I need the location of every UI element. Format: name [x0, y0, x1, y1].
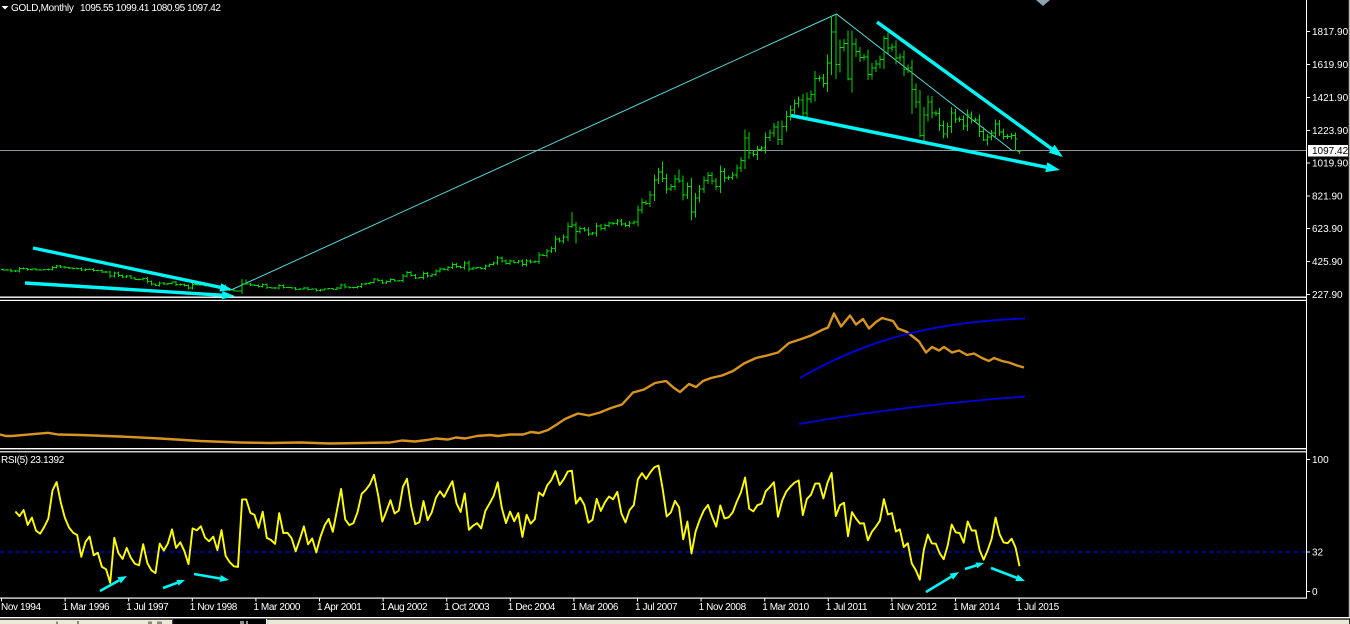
svg-text:1817.90: 1817.90	[1312, 27, 1349, 38]
svg-text:0: 0	[1312, 587, 1318, 598]
svg-text:1095.55 1099.41 1080.95 1097.4: 1095.55 1099.41 1080.95 1097.42	[80, 3, 221, 14]
svg-text:1421.90: 1421.90	[1312, 93, 1349, 104]
svg-text:1 Nov 2012: 1 Nov 2012	[889, 602, 937, 613]
svg-text:1 Mar 2014: 1 Mar 2014	[953, 602, 1000, 613]
svg-text:1 Jul 2011: 1 Jul 2011	[826, 602, 868, 613]
svg-text:1 Jul 2007: 1 Jul 2007	[635, 602, 678, 613]
svg-text:1 Apr 2001: 1 Apr 2001	[317, 602, 362, 613]
svg-text:1 Mar 2010: 1 Mar 2010	[762, 602, 809, 613]
svg-text:Nov 1994: Nov 1994	[1, 602, 41, 613]
svg-text:GOLD,Monthly: GOLD,Monthly	[11, 3, 74, 14]
svg-text:1 Jul 2015: 1 Jul 2015	[1017, 602, 1060, 613]
svg-text:1619.90: 1619.90	[1312, 60, 1349, 71]
svg-text:1019.90: 1019.90	[1312, 159, 1349, 170]
svg-text:1 Aug 2002: 1 Aug 2002	[381, 602, 428, 613]
svg-text:1 Mar 2006: 1 Mar 2006	[571, 602, 618, 613]
svg-text:1 Mar 1996: 1 Mar 1996	[63, 602, 110, 613]
svg-text:1 Mar 2000: 1 Mar 2000	[253, 602, 300, 613]
svg-text:1 Nov 2008: 1 Nov 2008	[699, 602, 747, 613]
svg-text:623.90: 623.90	[1312, 224, 1343, 235]
svg-text:1 Nov 1998: 1 Nov 1998	[190, 602, 238, 613]
svg-text:1097.42: 1097.42	[1312, 146, 1349, 157]
svg-text:1223.90: 1223.90	[1312, 126, 1349, 137]
svg-text:1 Jul 1997: 1 Jul 1997	[126, 602, 169, 613]
svg-text:425.90: 425.90	[1312, 257, 1343, 268]
svg-text:1 Oct 2003: 1 Oct 2003	[444, 602, 490, 613]
svg-text:100: 100	[1312, 455, 1329, 466]
svg-text:821.90: 821.90	[1312, 192, 1343, 203]
svg-text:227.90: 227.90	[1312, 290, 1343, 301]
svg-text:1 Dec 2004: 1 Dec 2004	[508, 602, 556, 613]
svg-text:32: 32	[1312, 548, 1324, 559]
svg-text:RSI(5) 23.1392: RSI(5) 23.1392	[1, 455, 65, 466]
